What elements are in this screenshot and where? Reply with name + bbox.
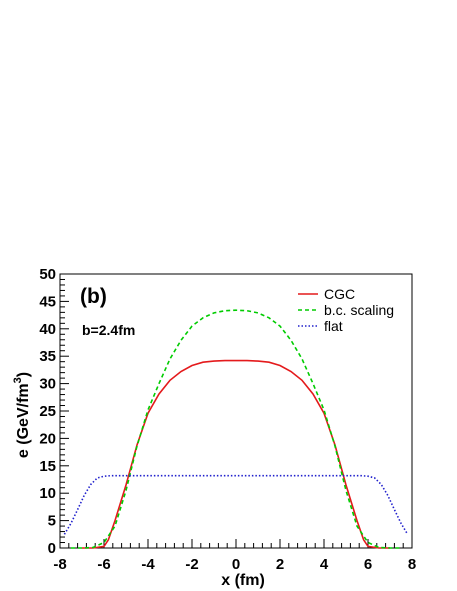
x-tick-label: -6: [97, 556, 110, 573]
y-tick-label: 30: [39, 376, 56, 393]
y-axis-title-close: ): [15, 372, 32, 377]
panel-label: (b): [80, 285, 107, 308]
x-tick-label: -4: [141, 556, 155, 573]
y-tick-label: 15: [39, 458, 56, 475]
legend-label: flat: [324, 318, 343, 334]
x-tick-label: 2: [276, 556, 284, 573]
x-axis: -8 -6 -4 -2 0 2 4 6 8: [53, 539, 416, 573]
series-line-b-c-scaling: [71, 309, 401, 549]
series-layer: [63, 309, 409, 549]
x-tick-label: 6: [364, 556, 372, 573]
impact-parameter-label: b=2.4fm: [82, 322, 135, 338]
y-tick-label: 25: [39, 403, 56, 420]
y-tick-label: 40: [39, 321, 56, 338]
legend-label: b.c. scaling: [324, 302, 394, 318]
x-axis-title: x (fm): [221, 572, 265, 589]
y-tick-label: 20: [39, 430, 56, 447]
x-tick-label: 0: [232, 556, 240, 573]
legend-label: CGC: [324, 286, 355, 302]
y-axis: 0 5 10 15 20 25 30 35 40 45 50: [39, 266, 69, 557]
y-axis-title-exponent: 3: [12, 377, 24, 383]
y-tick-label: 50: [39, 266, 56, 283]
series-line-flat: [63, 474, 409, 535]
series-line-cgc: [82, 359, 390, 549]
y-tick-label: 35: [39, 348, 56, 365]
x-tick-label: 4: [320, 556, 329, 573]
x-tick-label: -2: [185, 556, 198, 573]
y-axis-title: e (GeV/fm3): [12, 372, 32, 458]
y-tick-label: 0: [48, 540, 56, 557]
x-tick-label: 8: [408, 556, 416, 573]
y-tick-label: 10: [39, 485, 56, 502]
y-tick-label: 5: [48, 513, 56, 530]
y-tick-label: 45: [39, 293, 56, 310]
x-tick-label: -8: [53, 556, 66, 573]
y-axis-title-main: e (GeV/fm: [15, 383, 32, 458]
